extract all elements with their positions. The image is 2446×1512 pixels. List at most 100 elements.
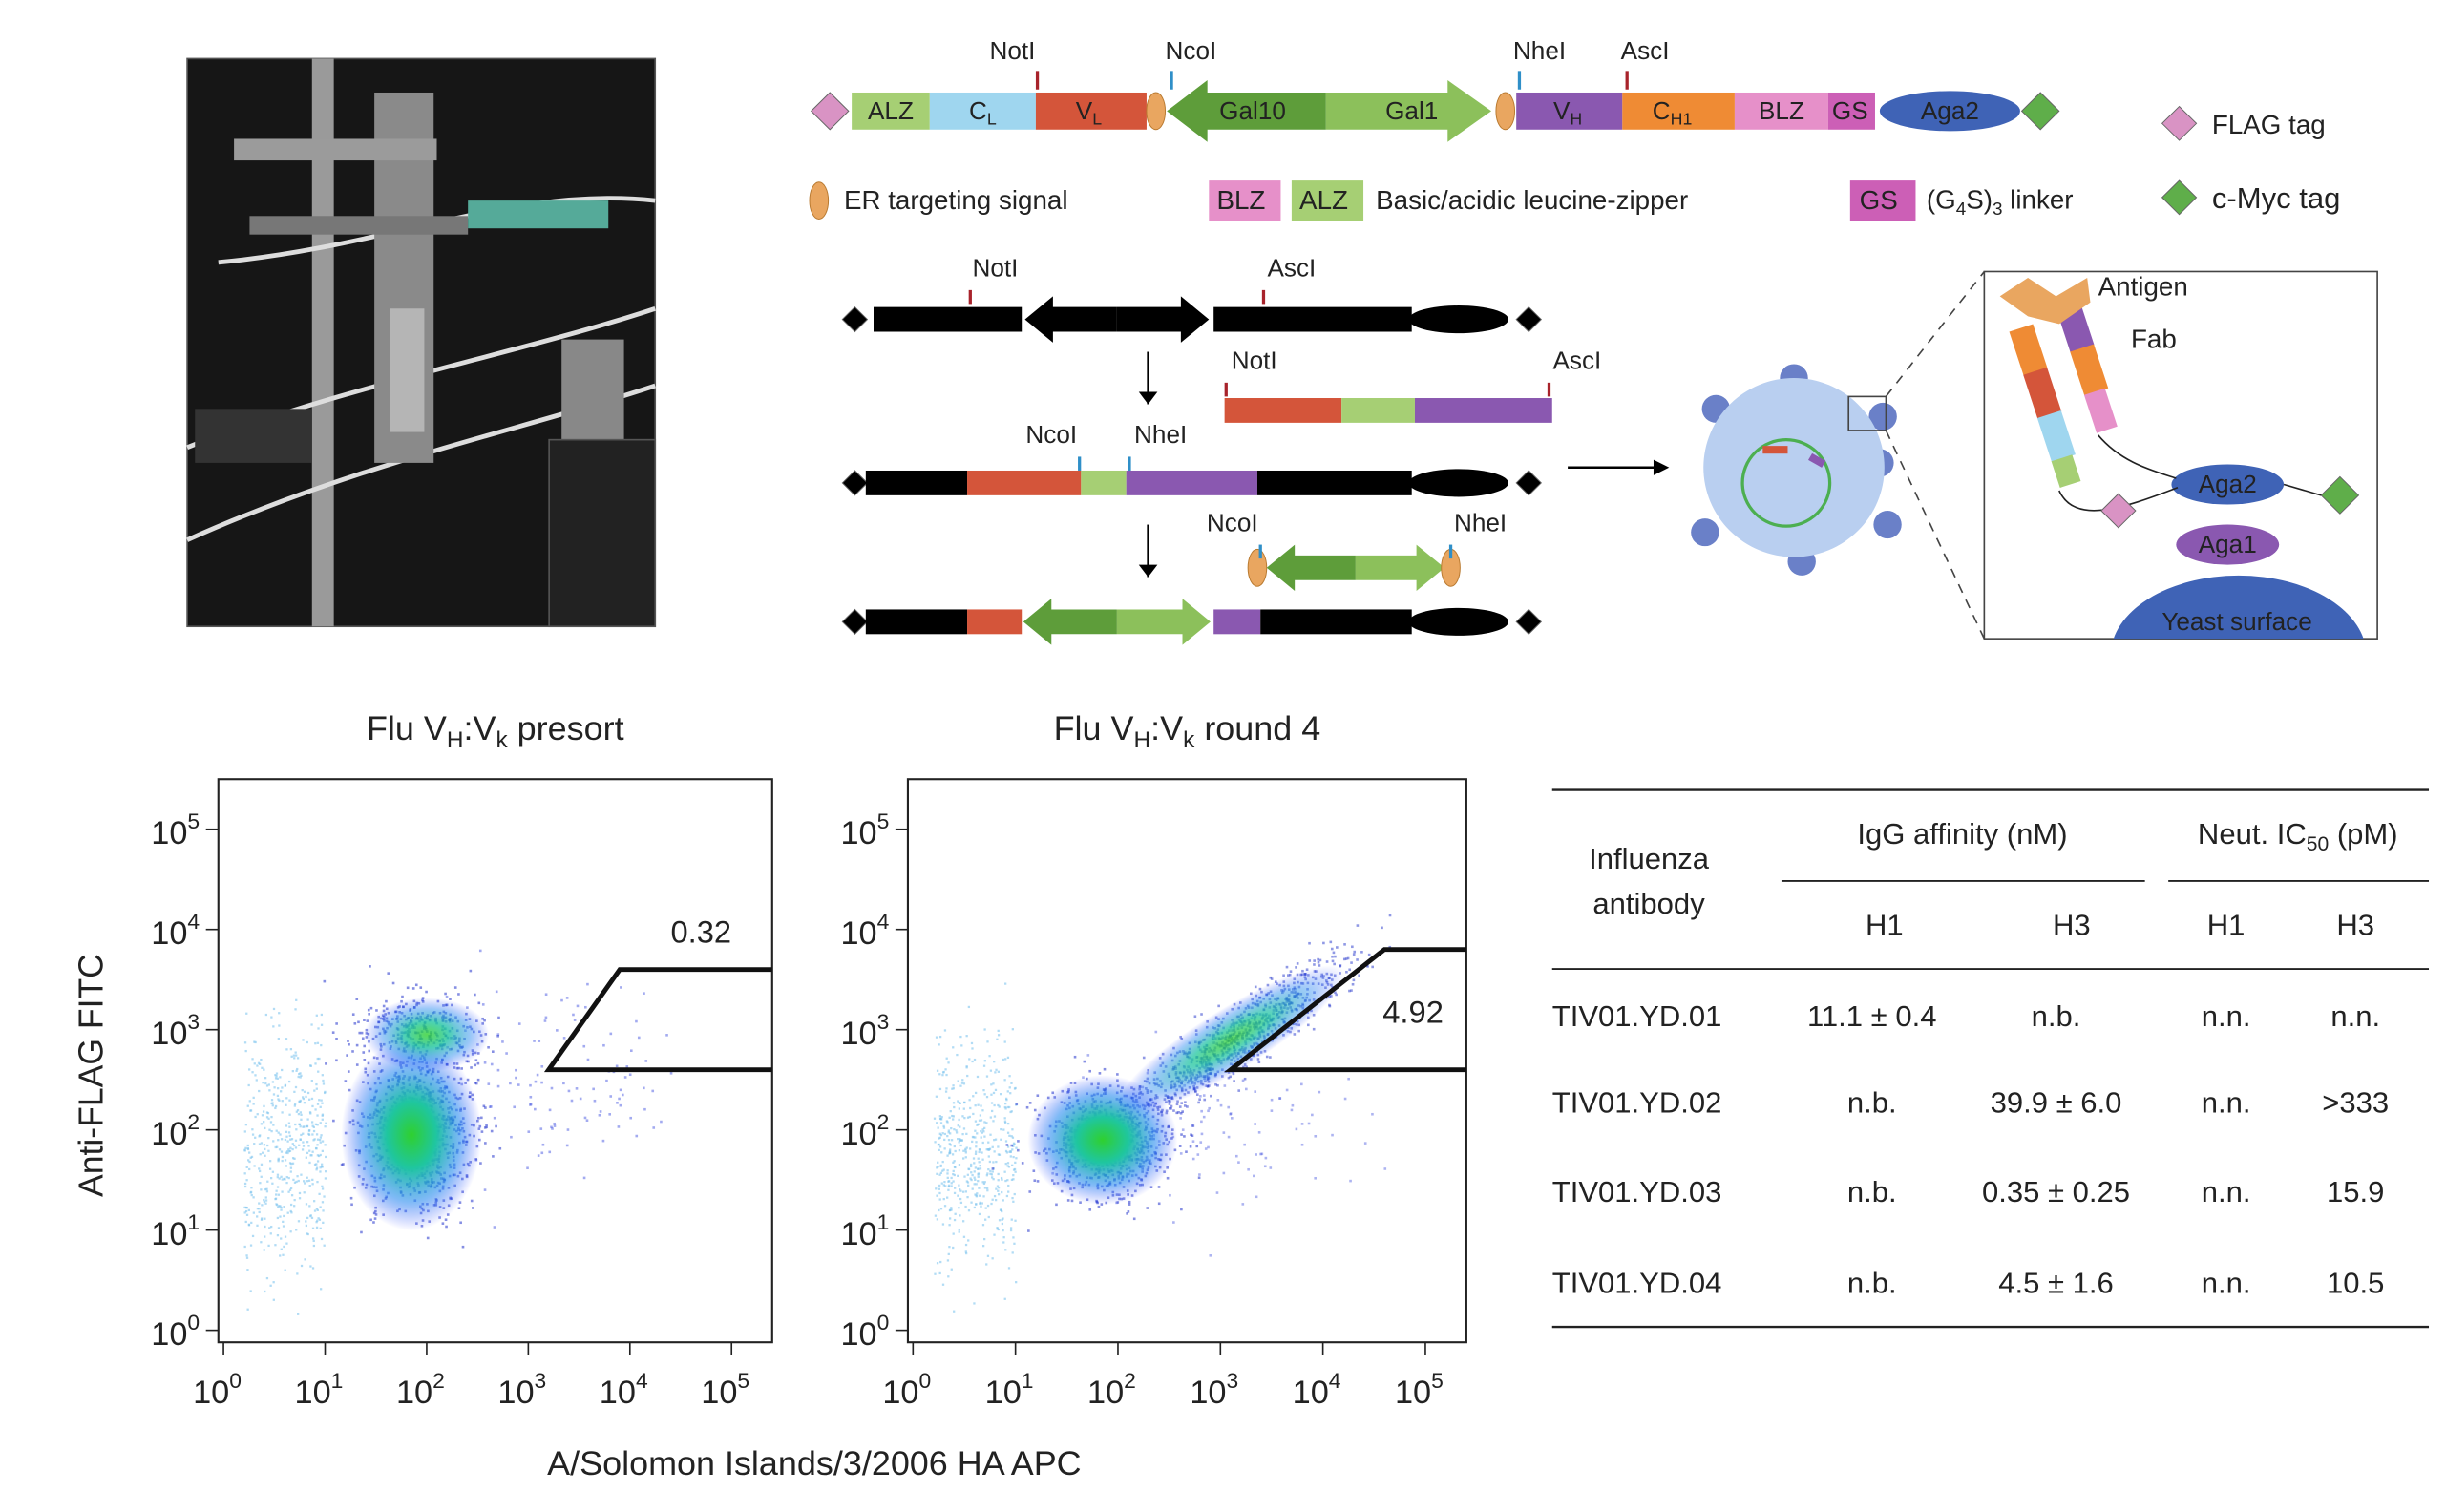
event-dot xyxy=(245,1179,248,1182)
event-dot xyxy=(602,1043,605,1047)
event-dot xyxy=(1033,1108,1037,1112)
event-dot xyxy=(325,1122,327,1124)
event-dot xyxy=(947,1185,950,1188)
event-dot xyxy=(270,1129,273,1133)
event-dot xyxy=(1208,1106,1212,1110)
event-dot xyxy=(268,1160,272,1163)
event-dot xyxy=(1157,1202,1161,1206)
event-dot xyxy=(320,1134,323,1137)
label: NcoI xyxy=(1166,36,1217,65)
promoter-arrow xyxy=(1167,80,1326,142)
event-dot xyxy=(316,1154,320,1157)
event-dot xyxy=(1230,1117,1234,1120)
event-dot xyxy=(957,1100,959,1102)
event-dot xyxy=(1004,1140,1008,1143)
density xyxy=(341,1039,482,1231)
event-dot xyxy=(990,1109,994,1113)
event-dot xyxy=(537,1154,540,1157)
event-dot xyxy=(992,1161,995,1164)
event-dot xyxy=(306,1232,309,1236)
event-dot xyxy=(949,1109,952,1113)
event-dot xyxy=(294,1051,297,1054)
event-dot xyxy=(1257,1131,1261,1134)
event-dot xyxy=(267,1136,270,1140)
event-dot xyxy=(295,1110,299,1113)
event-dot xyxy=(971,1135,975,1139)
tag-diamond xyxy=(2161,105,2198,141)
event-dot xyxy=(539,1127,543,1130)
event-dot xyxy=(254,1115,257,1119)
event-dot xyxy=(954,1149,957,1153)
event-dot xyxy=(351,1050,354,1053)
event-dot xyxy=(1300,1143,1304,1146)
event-dot xyxy=(942,1124,945,1128)
event-dot xyxy=(943,1180,946,1184)
event-dot xyxy=(553,1124,557,1127)
event-dot xyxy=(1388,914,1392,917)
event-dot xyxy=(967,1005,971,1009)
event-dot xyxy=(248,1068,251,1071)
event-dot xyxy=(1184,1101,1187,1104)
event-dot xyxy=(251,1133,255,1136)
event-dot xyxy=(940,1182,943,1185)
event-dot xyxy=(261,1204,264,1207)
event-dot xyxy=(987,1141,990,1144)
event-dot xyxy=(246,1269,249,1271)
event-dot xyxy=(312,1237,315,1240)
event-dot xyxy=(1204,1147,1208,1150)
event-dot xyxy=(988,1160,992,1164)
event-dot xyxy=(510,1135,513,1139)
event-dot xyxy=(490,1062,494,1066)
event-dot xyxy=(573,1018,577,1021)
event-dot xyxy=(609,1032,613,1036)
event-dot xyxy=(1006,1056,1010,1059)
text-part: H xyxy=(1570,109,1582,128)
text-part: Flu V xyxy=(367,710,447,748)
tick-exponent: 2 xyxy=(432,1368,445,1393)
text-part: Aga2 xyxy=(1921,96,1979,125)
event-dot xyxy=(998,1153,1002,1156)
event-dot xyxy=(269,1232,272,1235)
event-dot xyxy=(258,1167,261,1170)
event-dot xyxy=(939,1164,942,1167)
event-dot xyxy=(1132,1217,1136,1221)
event-dot xyxy=(986,1172,989,1175)
event-dot xyxy=(938,1132,941,1135)
event-dot xyxy=(320,1099,323,1102)
event-dot xyxy=(1006,1122,1010,1125)
event-dot xyxy=(962,1082,966,1085)
event-dot xyxy=(489,1105,493,1108)
event-dot xyxy=(488,1105,492,1108)
event-dot xyxy=(281,1159,284,1163)
tag-diamond xyxy=(841,305,869,333)
event-dot xyxy=(938,1035,942,1039)
event-dot xyxy=(318,1099,321,1102)
event-dot xyxy=(310,1079,313,1082)
event-dot xyxy=(952,1172,955,1176)
event-dot xyxy=(285,1038,288,1040)
event-dot xyxy=(1290,1108,1294,1112)
event-dot xyxy=(941,1160,944,1164)
event-dot xyxy=(1254,1123,1256,1125)
event-dot xyxy=(285,1124,288,1127)
event-dot xyxy=(1004,1058,1007,1060)
event-dot xyxy=(1083,1060,1086,1063)
event-dot xyxy=(946,1196,949,1199)
label: n.b. xyxy=(1847,1086,1897,1120)
event-dot xyxy=(958,1164,961,1166)
event-dot xyxy=(1003,1079,1006,1082)
event-dot xyxy=(1191,1124,1195,1127)
event-dot xyxy=(996,1228,999,1230)
event-dot xyxy=(355,1063,359,1066)
event-dot xyxy=(938,1208,940,1212)
tick-base: 10 xyxy=(840,1316,876,1353)
event-dot xyxy=(565,997,569,999)
event-dot xyxy=(940,1116,943,1119)
event-dot xyxy=(285,1103,287,1106)
event-dot xyxy=(1203,1098,1207,1102)
text-part: S) xyxy=(1966,185,1993,215)
event-dot xyxy=(281,1190,284,1193)
event-dot xyxy=(1006,1090,1009,1093)
event-dot xyxy=(1219,1103,1223,1107)
event-dot xyxy=(997,1103,1000,1107)
